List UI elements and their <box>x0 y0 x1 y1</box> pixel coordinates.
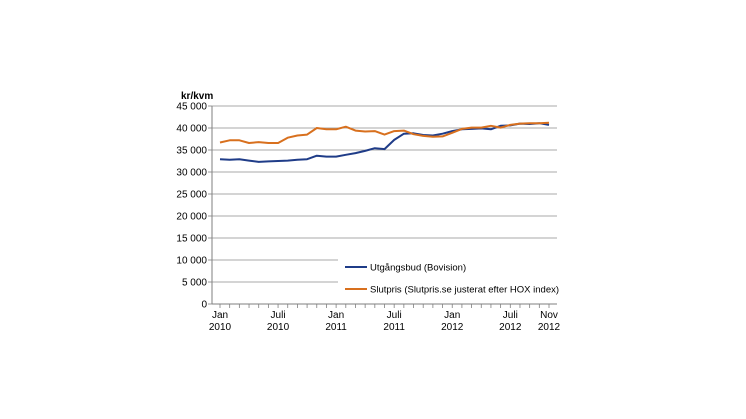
legend-box <box>338 254 560 300</box>
x-tick-label: Jan <box>212 310 228 321</box>
axes <box>208 105 557 308</box>
y-tick-label: 35 000 <box>176 146 207 157</box>
y-tick-label: 5 000 <box>182 278 207 289</box>
series-line-utgangsbud <box>219 122 550 163</box>
y-tick-label: 40 000 <box>176 124 207 135</box>
legend: Utgångsbud (Bovision) Slutpris (Slutpris… <box>338 254 560 300</box>
x-tick-label: Nov <box>540 310 558 321</box>
x-tick-label: Juli <box>271 310 286 321</box>
y-tick-label: 45 000 <box>176 102 207 113</box>
y-tick-labels: 0 5 000 10 000 15 000 20 000 25 000 30 000 35 0… <box>176 102 207 311</box>
x-tick-label: 2012 <box>499 322 522 333</box>
x-tick-label: 2011 <box>383 322 405 333</box>
y-tick-label: 0 <box>201 300 207 311</box>
legend-label-utgangsbud: Utgångsbud (Bovision) <box>370 263 466 274</box>
y-tick-label: 15 000 <box>176 234 207 245</box>
x-tick-label: 2012 <box>538 322 561 333</box>
x-tick-label: Juli <box>503 310 518 321</box>
y-axis-unit-label: kr/kvm <box>181 91 213 102</box>
x-tick-label: Juli <box>387 310 402 321</box>
x-tick-label: Jan <box>328 310 344 321</box>
gridlines <box>212 105 557 283</box>
x-tick-label: Jan <box>444 310 460 321</box>
y-tick-label: 20 000 <box>176 212 207 223</box>
y-tick-label: 10 000 <box>176 256 207 267</box>
legend-label-slutpris: Slutpris (Slutpris.se justerat efter HOX… <box>370 285 559 296</box>
y-tick-label: 30 000 <box>176 168 207 179</box>
x-tick-label: 2010 <box>209 322 232 333</box>
x-tick-labels: Jan2010Juli2010Jan2011Juli2011Jan2012Jul… <box>209 310 561 333</box>
x-tick-label: 2011 <box>325 322 347 333</box>
x-tick-label: 2012 <box>441 322 464 333</box>
x-tick-label: 2010 <box>267 322 290 333</box>
y-tick-label: 25 000 <box>176 190 207 201</box>
series-line-slutpris <box>219 121 550 144</box>
data-series <box>219 121 550 163</box>
